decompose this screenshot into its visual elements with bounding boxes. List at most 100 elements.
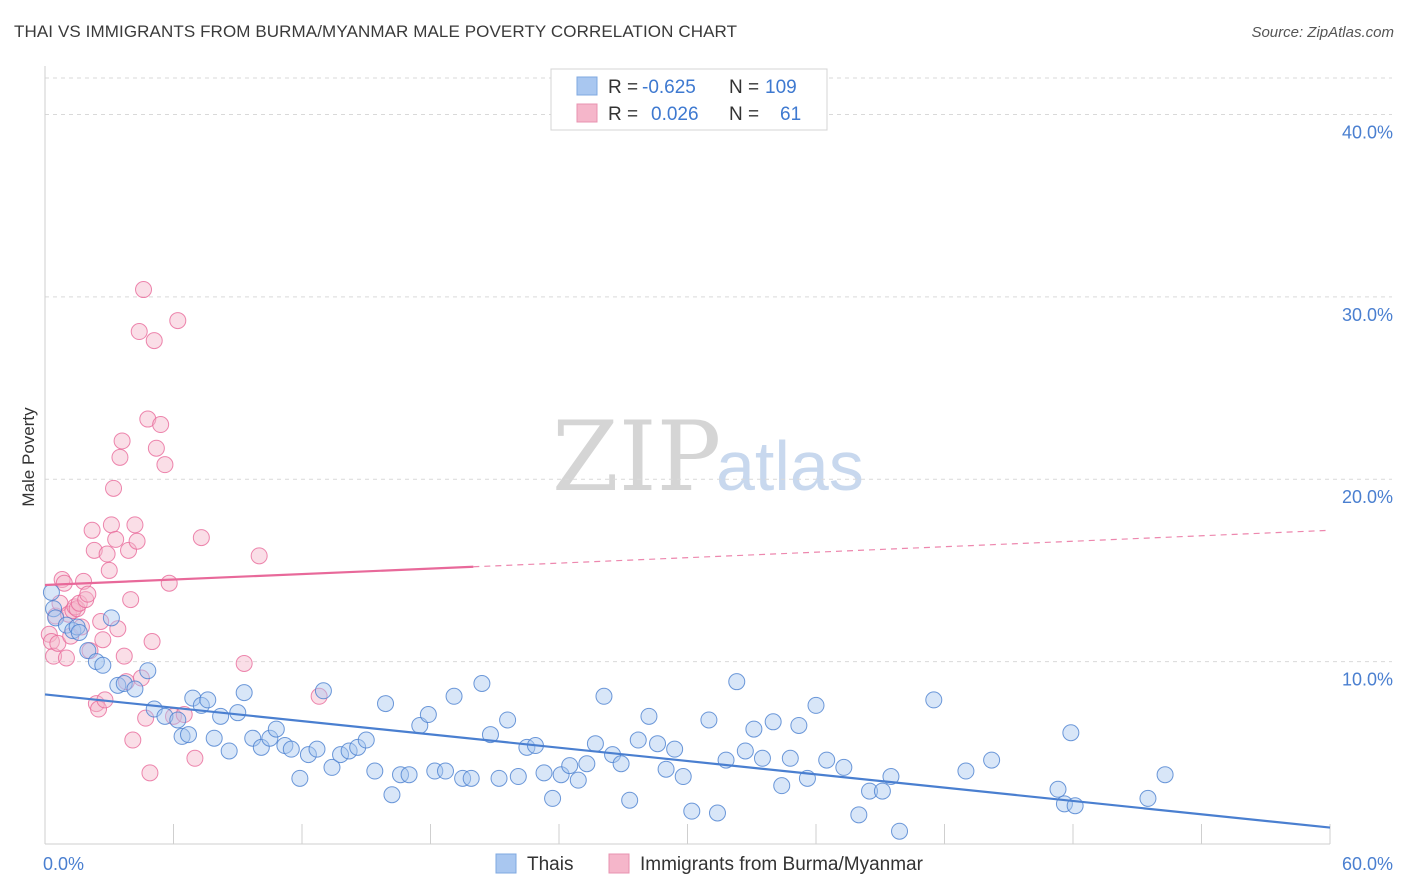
burma-point-30 xyxy=(105,479,123,497)
burma-point-52 xyxy=(156,456,174,474)
thais-point-13 xyxy=(139,662,157,680)
thais-point-22 xyxy=(205,729,223,747)
thais-point-21 xyxy=(199,691,217,709)
legend-r-label-2: R = xyxy=(608,104,638,125)
thais-point-43 xyxy=(377,695,395,713)
legend-n-label-1: N = xyxy=(729,77,759,98)
thais-point-32 xyxy=(282,740,300,758)
thais-point-73 xyxy=(640,707,658,725)
thais-point-72 xyxy=(629,731,647,749)
burma-point-43 xyxy=(132,669,150,687)
burma-point-57 xyxy=(186,749,204,767)
burma-point-20 xyxy=(83,521,101,539)
burma-point-34 xyxy=(113,432,131,450)
burma-point-59 xyxy=(235,654,253,672)
thais-point-85 xyxy=(753,749,771,767)
thais-point-11 xyxy=(115,675,133,693)
legend-n-value-2: 61 xyxy=(780,104,801,125)
thais-point-88 xyxy=(781,749,799,767)
burma-point-24 xyxy=(92,612,110,630)
thais-point-64 xyxy=(561,757,579,775)
thais-point-67 xyxy=(586,735,604,753)
trend-lines xyxy=(44,529,1331,829)
burma-point-42 xyxy=(130,323,148,341)
y-tick-label-1: 20.0% xyxy=(1342,487,1393,507)
thais-point-91 xyxy=(807,696,825,714)
y-tick-labels: 10.0% 20.0% 30.0% 40.0% xyxy=(1342,122,1393,689)
burma-point-29 xyxy=(102,516,120,534)
thais-point-77 xyxy=(674,768,692,786)
thais-point-93 xyxy=(835,758,853,776)
thais-point-87 xyxy=(773,777,791,795)
series-burma-points xyxy=(40,281,328,782)
burma-point-32 xyxy=(109,620,127,638)
burma-point-47 xyxy=(141,764,159,782)
thais-point-92 xyxy=(818,751,836,769)
thais-trend-line xyxy=(44,693,1331,829)
thais-point-10 xyxy=(109,676,127,694)
thais-point-53 xyxy=(462,769,480,787)
thais-point-98 xyxy=(891,822,909,840)
legend-thais-label: Thais xyxy=(527,854,573,875)
thais-point-63 xyxy=(552,766,570,784)
thais-point-9 xyxy=(102,609,120,627)
thais-point-58 xyxy=(509,768,527,786)
thais-point-65 xyxy=(569,771,587,789)
thais-point-45 xyxy=(392,766,410,784)
burma-point-39 xyxy=(124,731,142,749)
burma-point-25 xyxy=(94,631,112,649)
legend-blue-swatch xyxy=(576,76,598,96)
thais-point-16 xyxy=(169,711,187,729)
correlation-legend: R = -0.625 N = 109 R = 0.026 N = 61 xyxy=(550,68,828,131)
burma-point-53 xyxy=(160,574,178,592)
thais-point-97 xyxy=(882,768,900,786)
thais-point-55 xyxy=(481,726,499,744)
legend-n-value-1: 109 xyxy=(765,77,797,98)
burma-point-51 xyxy=(152,416,170,434)
thais-point-75 xyxy=(657,760,675,778)
thais-point-19 xyxy=(184,689,202,707)
thais-point-84 xyxy=(745,720,763,738)
burma-point-4 xyxy=(49,634,67,652)
thais-point-28 xyxy=(252,738,270,756)
burma-point-45 xyxy=(137,709,155,727)
source-label: Source: ZipAtlas.com xyxy=(1251,24,1394,41)
thais-point-96 xyxy=(873,782,891,800)
thais-point-30 xyxy=(267,720,285,738)
thais-point-18 xyxy=(179,726,197,744)
gridlines xyxy=(45,77,1392,663)
thais-point-33 xyxy=(291,769,309,787)
y-tick-label-3: 40.0% xyxy=(1342,122,1393,142)
thais-point-54 xyxy=(473,675,491,693)
thais-point-57 xyxy=(499,711,517,729)
series-thais-points xyxy=(42,583,1174,840)
legend-n-label-2: N = xyxy=(729,104,759,125)
thais-point-61 xyxy=(535,764,553,782)
thais-point-103 xyxy=(1062,724,1080,742)
legend-burma-label: Immigrants from Burma/Myanmar xyxy=(640,854,924,875)
watermark-zip: ZIP xyxy=(552,401,721,513)
thais-point-38 xyxy=(332,746,350,764)
burma-point-41 xyxy=(128,532,146,550)
burma-point-1 xyxy=(42,633,60,651)
burma-point-44 xyxy=(135,281,153,299)
thais-point-50 xyxy=(436,762,454,780)
thais-point-101 xyxy=(983,751,1001,769)
thais-point-95 xyxy=(861,782,879,800)
thais-point-52 xyxy=(454,769,472,787)
burma-point-33 xyxy=(111,448,129,466)
burma-point-37 xyxy=(120,541,138,559)
thais-point-39 xyxy=(340,742,358,760)
burma-point-35 xyxy=(115,647,133,665)
thais-point-106 xyxy=(1139,789,1157,807)
thais-point-56 xyxy=(490,769,508,787)
y-tick-label-0: 10.0% xyxy=(1342,670,1393,690)
thais-point-102 xyxy=(1049,780,1067,798)
thais-point-51 xyxy=(445,687,463,705)
thais-point-71 xyxy=(621,791,639,809)
burma-point-16 xyxy=(75,572,93,590)
x-tick-label-1: 60.0% xyxy=(1342,854,1393,874)
x-tick-labels: 0.0% 60.0% xyxy=(43,854,1393,874)
axes xyxy=(44,66,1331,845)
series-legend: Thais Immigrants from Burma/Myanmar xyxy=(495,853,924,875)
